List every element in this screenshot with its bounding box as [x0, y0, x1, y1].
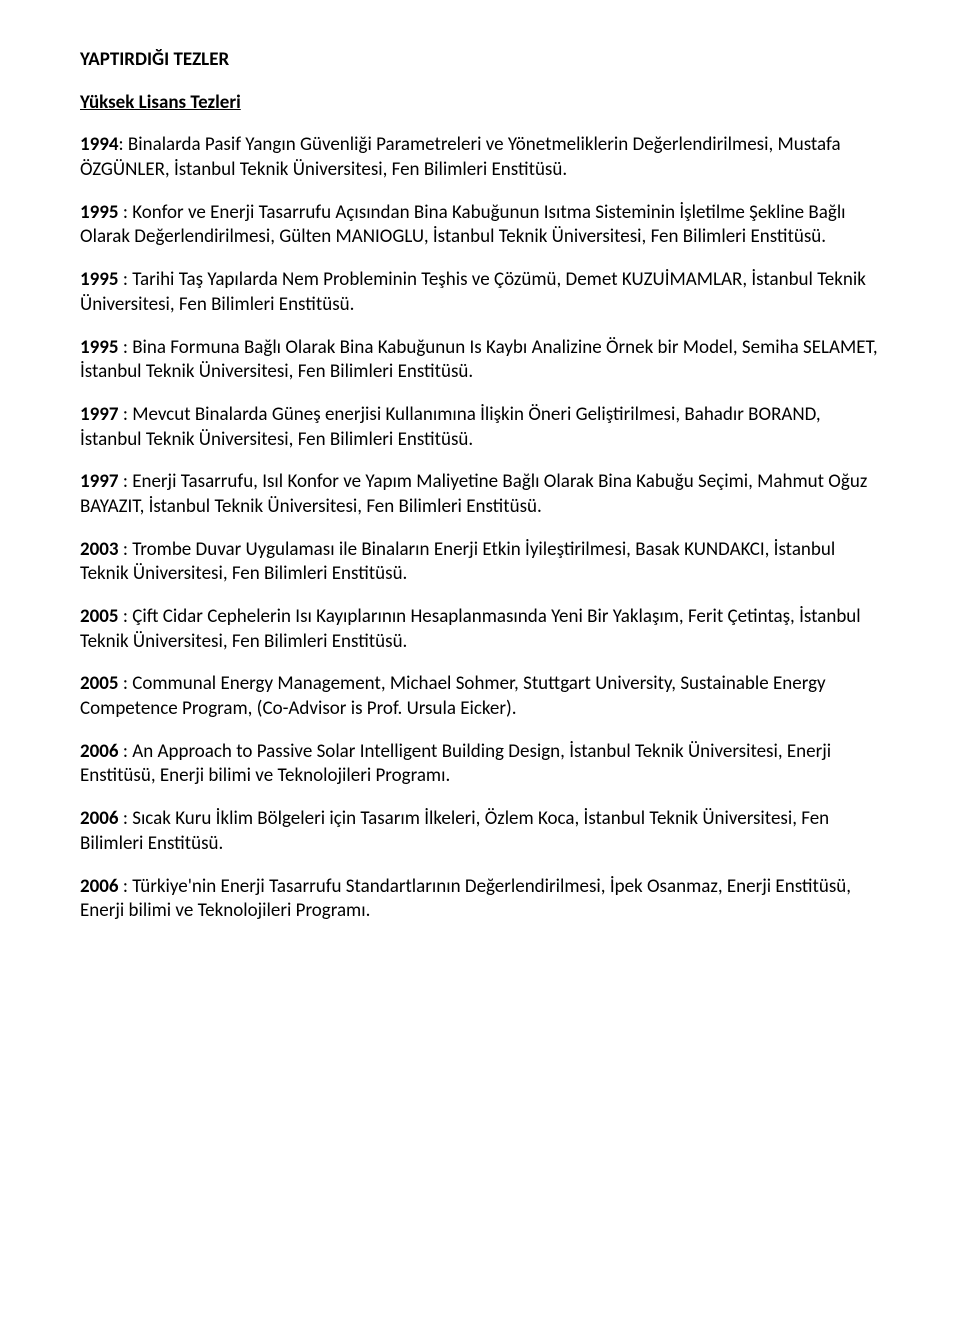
thesis-sep: : — [119, 336, 133, 359]
thesis-entry: 1994: Binalarda Pasif Yangın Güvenliği P… — [80, 133, 880, 182]
thesis-entry: 1995 : Bina Formuna Bağlı Olarak Bina Ka… — [80, 336, 880, 385]
thesis-sep: : — [119, 403, 133, 426]
thesis-sep: : — [119, 201, 133, 224]
thesis-sep: : — [119, 672, 133, 695]
thesis-text: Communal Energy Management, Michael Sohm… — [80, 672, 826, 720]
thesis-sep: : — [119, 875, 133, 898]
thesis-text: An Approach to Passive Solar Intelligent… — [80, 740, 831, 788]
thesis-sep: : — [119, 538, 133, 561]
thesis-sep: : — [119, 605, 133, 628]
thesis-entry: 2005 : Çift Cidar Cephelerin Isı Kayıpla… — [80, 605, 880, 654]
thesis-year: 1997 — [80, 403, 119, 426]
thesis-entry: 2006 : An Approach to Passive Solar Inte… — [80, 740, 880, 789]
thesis-year: 2006 — [80, 740, 119, 763]
thesis-sep: : — [119, 740, 133, 763]
thesis-text: Türkiye'nin Enerji Tasarrufu Standartlar… — [80, 875, 851, 923]
thesis-entry: 2003 : Trombe Duvar Uygulaması ile Binal… — [80, 538, 880, 587]
thesis-text: Sıcak Kuru İklim Bölgeleri için Tasarım … — [80, 807, 829, 855]
thesis-sep: : — [119, 268, 133, 291]
thesis-year: 2006 — [80, 807, 119, 830]
subsection-title: Yüksek Lisans Tezleri — [80, 91, 880, 116]
thesis-text: Tarihi Taş Yapılarda Nem Probleminin Teş… — [80, 268, 866, 316]
thesis-text: Binalarda Pasif Yangın Güvenliği Paramet… — [80, 133, 841, 181]
section-title: YAPTIRDIĞI TEZLER — [80, 48, 880, 73]
thesis-text: Çift Cidar Cephelerin Isı Kayıplarının H… — [80, 605, 861, 653]
thesis-year: 2003 — [80, 538, 119, 561]
thesis-year: 1994 — [80, 133, 119, 156]
thesis-text: Konfor ve Enerji Tasarrufu Açısından Bin… — [80, 201, 846, 249]
thesis-sep: : — [119, 470, 133, 493]
thesis-year: 1995 — [80, 336, 119, 359]
thesis-year: 1997 — [80, 470, 119, 493]
thesis-year: 2005 — [80, 605, 119, 628]
thesis-text: Trombe Duvar Uygulaması ile Binaların En… — [80, 538, 835, 586]
thesis-entry: 1997 : Enerji Tasarrufu, Isıl Konfor ve … — [80, 470, 880, 519]
thesis-entry: 2006 : Türkiye'nin Enerji Tasarrufu Stan… — [80, 875, 880, 924]
thesis-year: 1995 — [80, 201, 119, 224]
thesis-year: 2006 — [80, 875, 119, 898]
thesis-entry: 1995 : Tarihi Taş Yapılarda Nem Problemi… — [80, 268, 880, 317]
thesis-entry: 2006 : Sıcak Kuru İklim Bölgeleri için T… — [80, 807, 880, 856]
thesis-text: Mevcut Binalarda Güneş enerjisi Kullanım… — [80, 403, 821, 451]
thesis-sep: : — [119, 133, 128, 156]
thesis-year: 2005 — [80, 672, 119, 695]
thesis-entry: 1997 : Mevcut Binalarda Güneş enerjisi K… — [80, 403, 880, 452]
thesis-entry: 2005 : Communal Energy Management, Micha… — [80, 672, 880, 721]
thesis-text: Bina Formuna Bağlı Olarak Bina Kabuğunun… — [80, 336, 878, 384]
thesis-sep: : — [119, 807, 133, 830]
thesis-year: 1995 — [80, 268, 119, 291]
thesis-entries: 1994: Binalarda Pasif Yangın Güvenliği P… — [80, 133, 880, 924]
thesis-text: Enerji Tasarrufu, Isıl Konfor ve Yapım M… — [80, 470, 867, 518]
thesis-entry: 1995 : Konfor ve Enerji Tasarrufu Açısın… — [80, 201, 880, 250]
